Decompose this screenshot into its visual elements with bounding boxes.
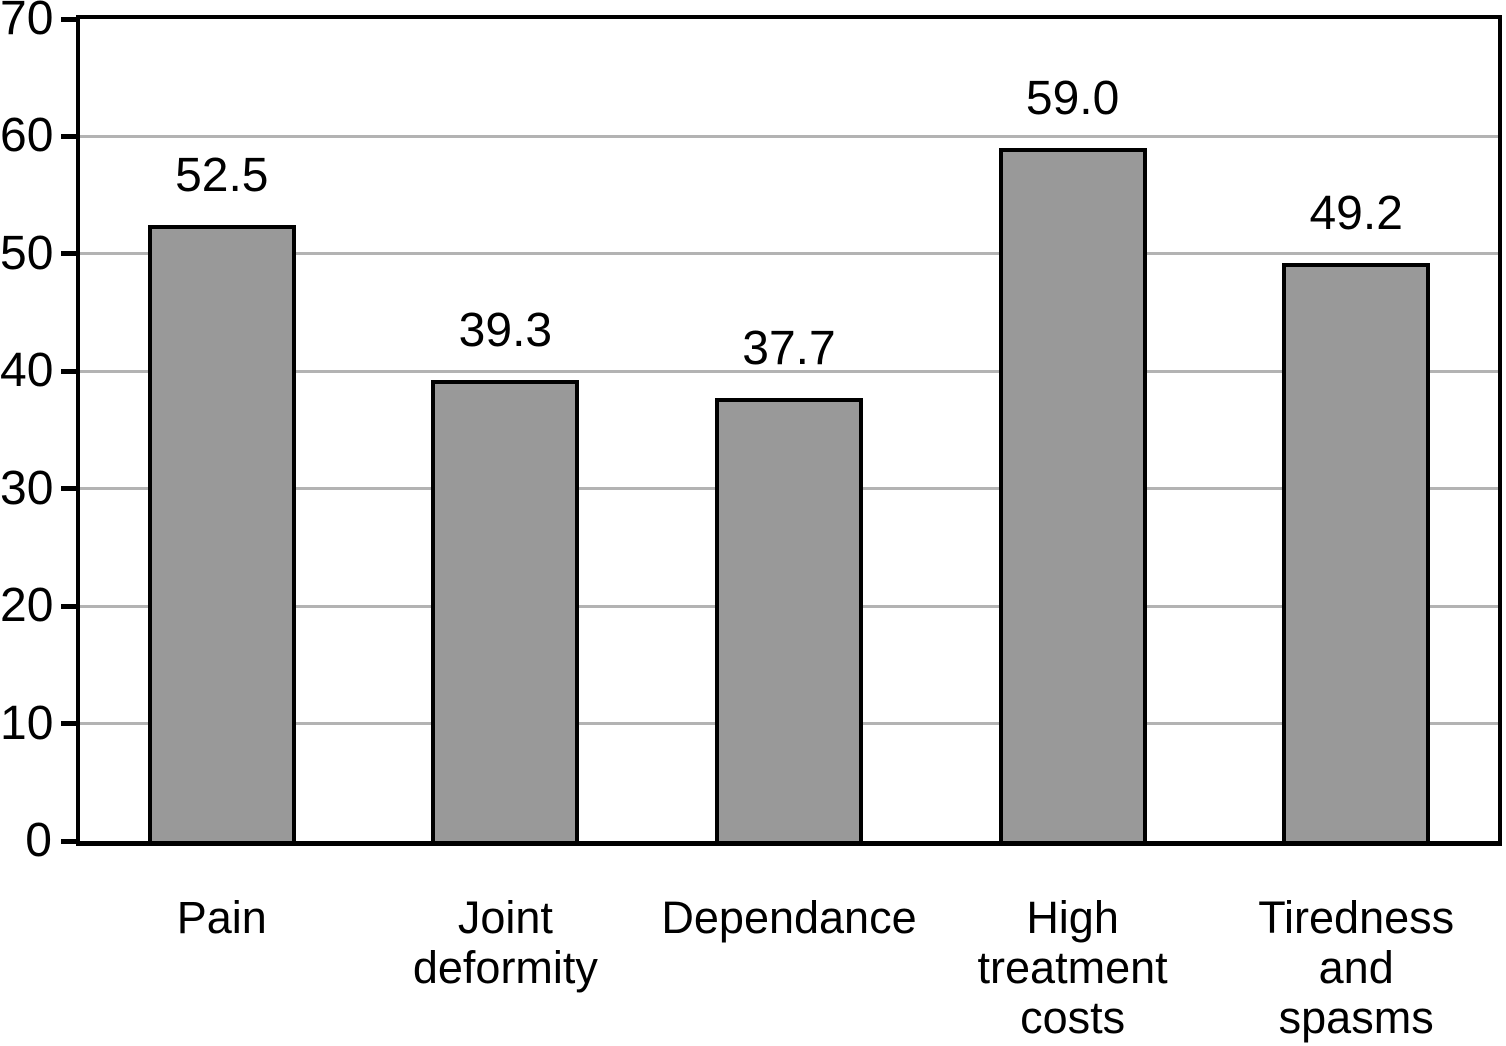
y-axis-tick <box>61 368 77 374</box>
gridline <box>80 252 1498 256</box>
plot-area <box>76 15 1502 846</box>
bar-value-label: 49.2 <box>1309 187 1403 241</box>
y-axis-tick <box>61 721 77 727</box>
x-axis-category-label: High treatment costs <box>977 892 1168 1043</box>
y-axis-tick-label: 70 <box>0 0 54 45</box>
x-axis-category-label: Dependance <box>661 892 917 943</box>
y-axis-tick-label: 20 <box>0 579 54 633</box>
bar <box>715 398 863 841</box>
y-axis-tick-label: 10 <box>0 696 54 750</box>
y-axis-tick-label: 60 <box>0 109 54 163</box>
bar-value-label: 59.0 <box>1025 72 1120 126</box>
bar <box>1282 263 1431 841</box>
y-axis-tick-label: 0 <box>25 814 52 867</box>
bar <box>431 379 580 841</box>
bar-value-label: 39.3 <box>458 303 553 357</box>
y-axis-tick <box>61 486 77 492</box>
y-axis-tick <box>61 16 77 22</box>
y-axis-tick <box>61 838 77 844</box>
x-axis-category-label: Joint deformity <box>412 892 598 993</box>
x-axis-category-label: Pain <box>176 892 267 943</box>
y-axis-tick <box>61 603 77 609</box>
y-axis-tick <box>61 133 77 139</box>
gridline <box>80 134 1498 138</box>
y-axis-tick-label: 30 <box>0 461 54 515</box>
bar <box>998 148 1147 841</box>
bar <box>147 224 296 841</box>
gridline <box>80 369 1498 373</box>
bar-value-label: 52.5 <box>175 148 269 202</box>
y-axis-tick <box>61 251 77 257</box>
y-axis-tick-label: 50 <box>0 226 54 280</box>
bar-value-label: 37.7 <box>742 322 836 376</box>
y-axis-tick-label: 40 <box>0 344 54 398</box>
x-axis-category-label: Tiredness and spasms <box>1258 892 1455 1043</box>
